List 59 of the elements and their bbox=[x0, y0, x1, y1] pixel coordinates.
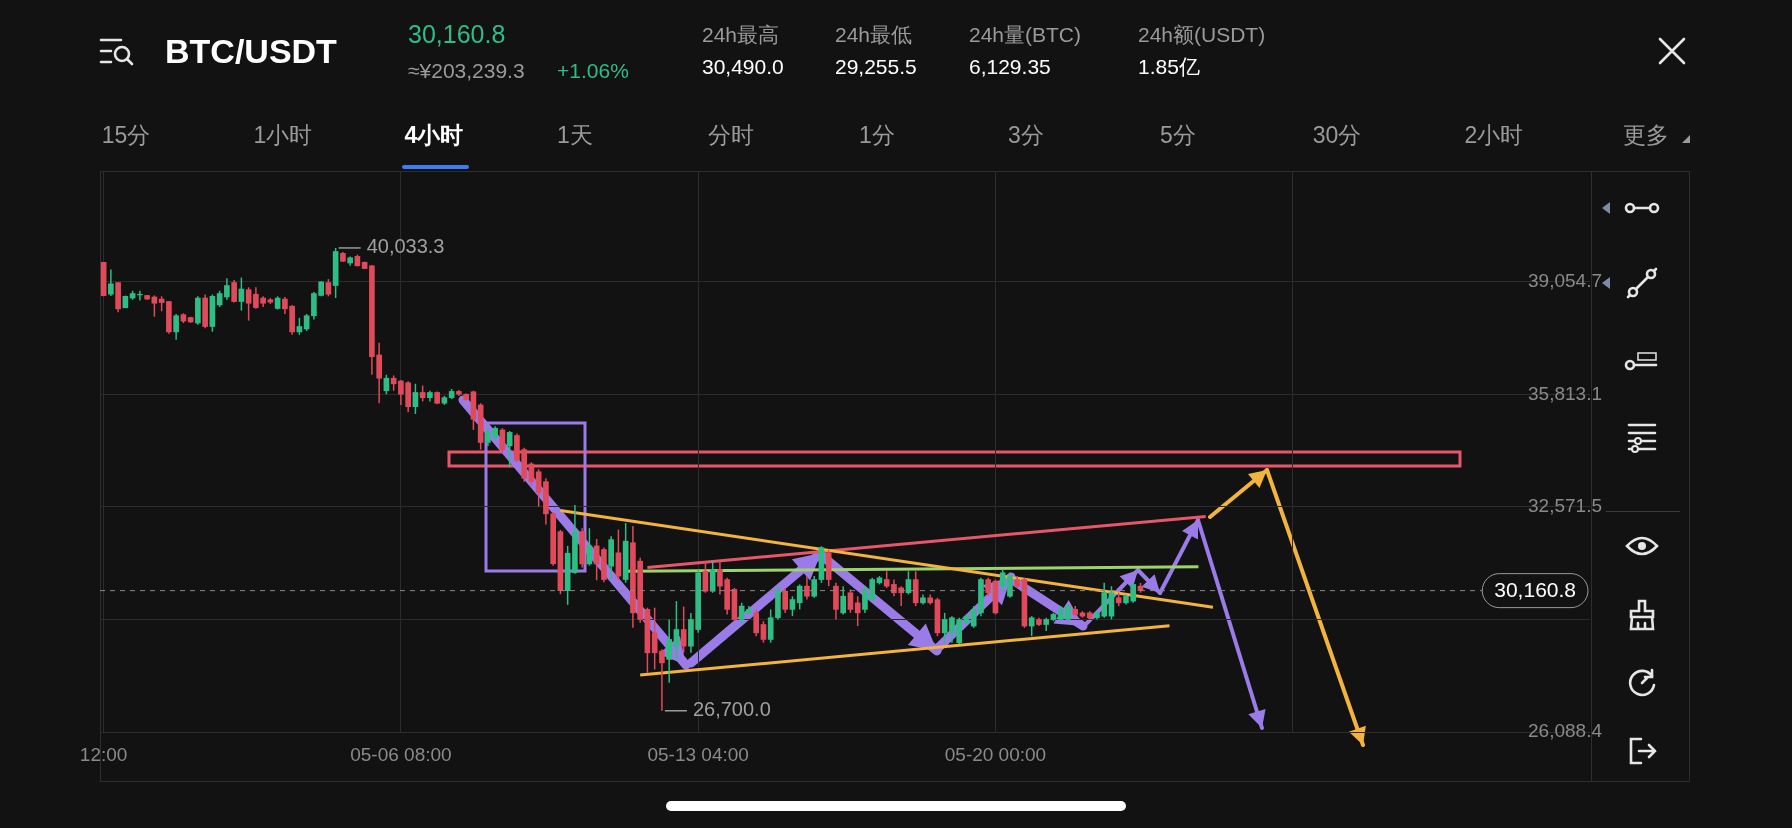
candlestick bbox=[753, 608, 760, 637]
candlestick bbox=[760, 620, 767, 644]
candlestick bbox=[535, 468, 542, 508]
text: 1.85亿 bbox=[1138, 54, 1200, 78]
candlestick bbox=[789, 595, 796, 617]
candlestick bbox=[833, 582, 839, 621]
candlestick bbox=[912, 570, 919, 607]
text: 29,255.5 bbox=[835, 54, 917, 78]
text: 4小时 bbox=[404, 121, 464, 148]
text: 3分 bbox=[1008, 121, 1044, 148]
x-tick-label: 05-13 04:00 bbox=[647, 743, 749, 765]
candlestick bbox=[151, 294, 158, 318]
candlestick bbox=[231, 279, 237, 304]
chart-title: BTC/USDT bbox=[165, 32, 337, 70]
text: 30,160.8 bbox=[408, 19, 506, 48]
x-tick-label: 12:00 bbox=[79, 743, 128, 765]
candlestick bbox=[811, 575, 818, 599]
candlestick bbox=[1028, 615, 1035, 637]
y-tick-label: 32,571.5 bbox=[1528, 495, 1602, 517]
candlestick bbox=[709, 560, 716, 594]
candlestick bbox=[224, 277, 230, 301]
candlestick bbox=[847, 588, 854, 614]
x-tick-label: 05-06 08:00 bbox=[350, 743, 452, 765]
text: 6,129.35 bbox=[969, 54, 1051, 78]
annotation: 40,033.3 bbox=[366, 235, 445, 258]
text: 分时 bbox=[708, 121, 754, 148]
candlestick bbox=[854, 595, 861, 627]
text: 2小时 bbox=[1464, 121, 1524, 148]
text: 1小时 bbox=[253, 121, 313, 148]
text: 24h最低 bbox=[835, 22, 913, 46]
candlestick bbox=[840, 585, 847, 616]
candlestick bbox=[173, 313, 179, 341]
candlestick bbox=[245, 286, 252, 322]
candlestick bbox=[782, 587, 789, 614]
candlestick bbox=[680, 605, 687, 654]
text: 24h最高 bbox=[702, 22, 780, 46]
candlestick bbox=[108, 268, 114, 297]
text: 24h额(USDT) bbox=[1138, 22, 1266, 46]
text: ≈¥203,239.3 bbox=[408, 58, 525, 82]
text: 24h量(BTC) bbox=[969, 22, 1082, 46]
text: +1.06% bbox=[557, 58, 629, 82]
candlestick bbox=[796, 583, 803, 611]
candlestick bbox=[804, 575, 810, 601]
text: 1分 bbox=[859, 121, 895, 148]
y-tick-label: 39,054.7 bbox=[1528, 270, 1602, 292]
y-tick-label: 26,088.4 bbox=[1528, 720, 1603, 742]
text: 更多 bbox=[1623, 121, 1669, 148]
text: 30分 bbox=[1312, 121, 1362, 148]
x-tick-label: 05-20 00:00 bbox=[944, 743, 1047, 765]
ref-line-label: 30,160.8 bbox=[1494, 578, 1576, 602]
text: 5分 bbox=[1160, 121, 1196, 148]
candlestick bbox=[985, 577, 992, 597]
candlestick bbox=[666, 618, 672, 684]
text: 1天 bbox=[557, 121, 593, 148]
annotation: 26,700.0 bbox=[692, 698, 771, 721]
y-tick-label: 35,813.1 bbox=[1528, 382, 1602, 404]
candlestick bbox=[673, 600, 680, 661]
text: 15分 bbox=[101, 121, 151, 148]
text: 30,490.0 bbox=[702, 54, 784, 78]
